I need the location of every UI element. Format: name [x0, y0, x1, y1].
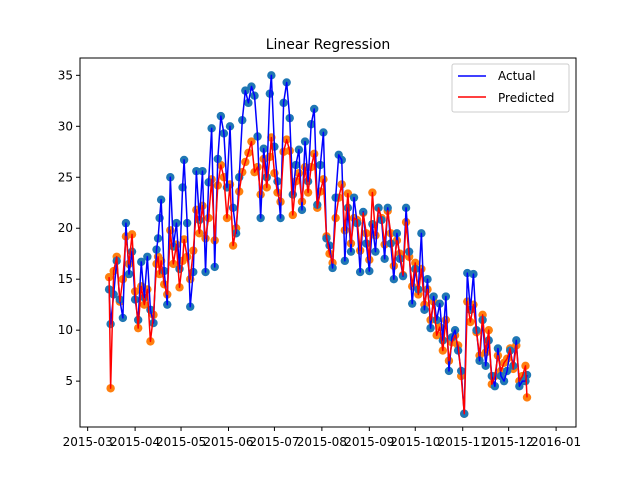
- y-tick-label: 15: [58, 272, 73, 286]
- predicted-series-line: [108, 136, 528, 415]
- x-tick-label: 2015-10: [390, 435, 440, 449]
- y-tick-label: 35: [58, 68, 73, 82]
- plot-frame: [79, 57, 577, 428]
- legend: Actual Predicted: [451, 63, 570, 113]
- series-lines: [108, 136, 528, 415]
- y-tick-label: 5: [65, 374, 73, 388]
- x-tick-label: 2015-11: [438, 435, 488, 449]
- x-tick-label: 2016-01: [531, 435, 581, 449]
- y-tick-label: 10: [58, 323, 73, 337]
- y-tick-label: 30: [58, 119, 73, 133]
- x-tick-label: 2015-12: [484, 435, 534, 449]
- legend-predicted-label: Predicted: [498, 91, 554, 105]
- x-tick-label: 2015-06: [203, 435, 253, 449]
- y-tick-label: 20: [58, 221, 73, 235]
- x-axis-ticks: 2015-032015-042015-052015-062015-072015-…: [63, 427, 581, 449]
- predicted-data-point: [104, 272, 114, 282]
- series-layer: [104, 71, 532, 418]
- x-tick-label: 2015-03: [63, 435, 113, 449]
- x-tick-label: 2015-04: [110, 435, 160, 449]
- plot-area: [104, 71, 532, 418]
- y-tick-label: 25: [58, 170, 73, 184]
- x-tick-label: 2015-05: [156, 435, 206, 449]
- legend-actual-label: Actual: [498, 69, 536, 83]
- x-tick-label: 2015-08: [297, 435, 347, 449]
- x-tick-label: 2015-07: [249, 435, 299, 449]
- y-axis-ticks: 5 10 15 20 25 30 35: [58, 68, 80, 388]
- x-tick-label: 2015-09: [344, 435, 394, 449]
- series-predicted: [108, 136, 528, 415]
- chart-title: Linear Regression: [266, 37, 391, 53]
